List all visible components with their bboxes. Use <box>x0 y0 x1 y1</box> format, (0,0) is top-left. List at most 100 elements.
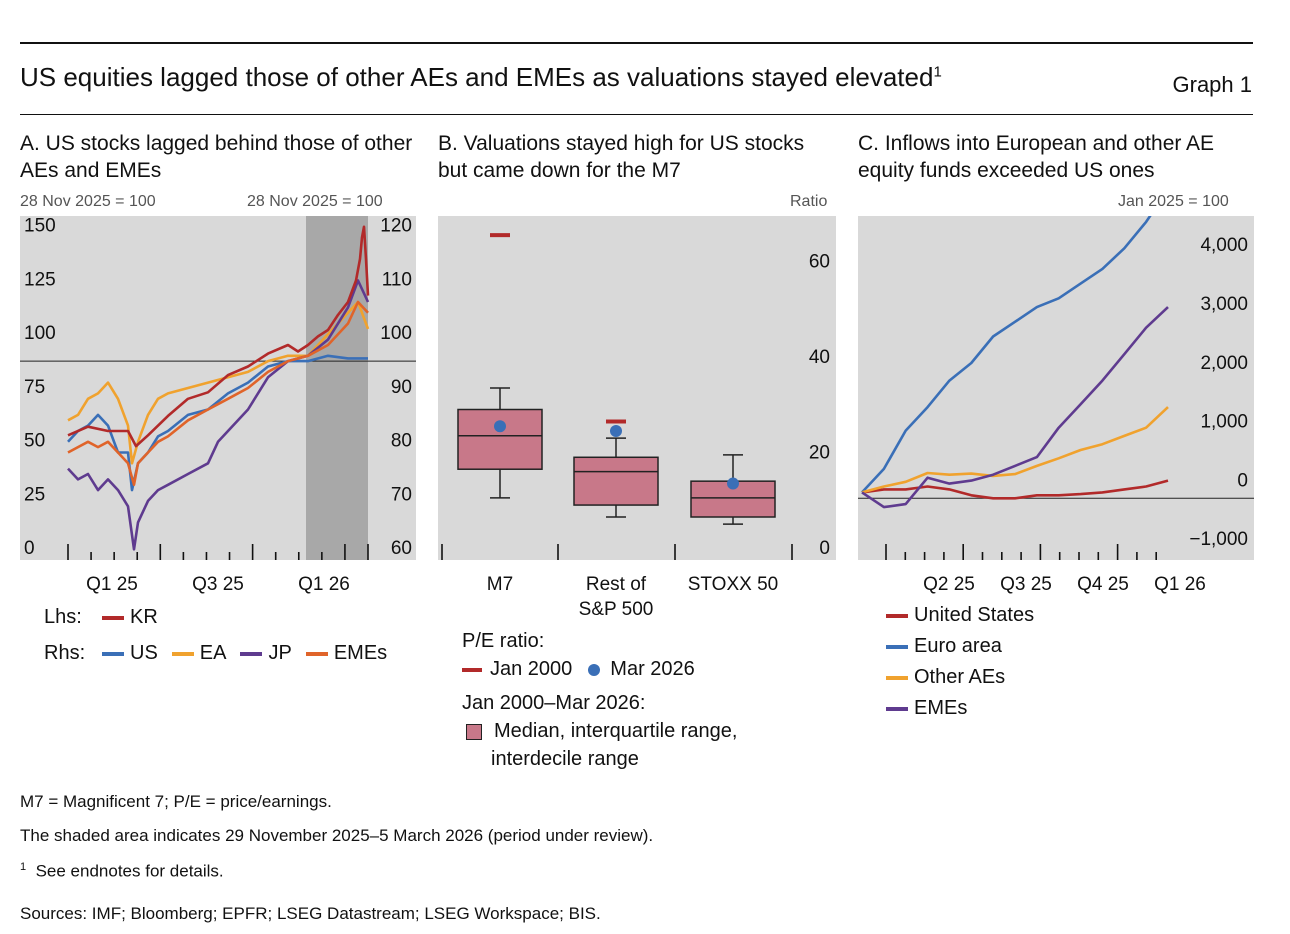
y-left-tick-50: 50 <box>24 431 45 452</box>
series-line-emes <box>861 306 1169 509</box>
legend-b-row1: Jan 2000 Mar 2026 <box>462 658 695 681</box>
series-line-kr <box>67 225 370 448</box>
legend-c-row-ea: Euro area <box>886 635 1002 658</box>
x-label-m7-0: M7 <box>487 574 513 595</box>
y-tick-1000: 1,000 <box>1200 412 1248 433</box>
y-left-tick-125: 125 <box>24 269 56 290</box>
title-rule <box>20 114 1253 115</box>
y-tick-4000: 4,000 <box>1200 235 1248 256</box>
footnote-shaded: The shaded area indicates 29 November 20… <box>20 826 654 845</box>
legend-box-label1: Median, interquartile range, <box>494 720 738 742</box>
panel-b-chart: 0 20 40 60 M7 Rest of S&P 500 STOXX 50 <box>438 216 836 616</box>
y-right-tick-110: 110 <box>382 269 412 290</box>
series-line-emes <box>67 300 369 487</box>
mar2026-marker-stoxx-50 <box>727 477 739 490</box>
legend-c-label-ae: Other AEs <box>914 666 1006 688</box>
y-right-tick-60: 60 <box>391 538 412 559</box>
page-title: US equities lagged those of other AEs an… <box>20 62 942 92</box>
legend-c-label-emes: EMEs <box>914 697 968 719</box>
x-tick-label-q1-26: Q1 26 <box>298 574 350 595</box>
panel-c-unit: Jan 2025 = 100 <box>1118 193 1229 210</box>
legend-label-us: US <box>130 642 158 664</box>
legend-box-label2: interdecile range <box>491 748 639 770</box>
box-m7 <box>457 408 543 470</box>
y-left-tick-25: 25 <box>24 484 45 505</box>
legend-c-row-us: United States <box>886 604 1034 627</box>
y-left-tick-150: 150 <box>24 216 56 237</box>
footnote-number: 1 <box>20 861 27 873</box>
footnote-sources: Sources: IMF; Bloomberg; EPFR; LSEG Data… <box>20 904 601 923</box>
y-right-tick-80: 80 <box>391 431 412 452</box>
plot-background <box>858 216 1254 560</box>
legend-lhs-label: Lhs: <box>44 606 82 628</box>
legend-b-row3: Median, interquartile range, <box>462 720 737 743</box>
series-line-ea <box>67 300 370 465</box>
panel-a-unit-right: 28 Nov 2025 = 100 <box>247 193 383 210</box>
panel-c-title: C. Inflows into European and other AE eq… <box>858 132 1215 182</box>
y-left-tick-0: 0 <box>24 538 35 559</box>
y-right-tick-90: 90 <box>391 377 412 398</box>
x-tick-label-q1-25: Q1 25 <box>86 574 138 595</box>
series-line-united-states <box>861 479 1169 500</box>
panel-b-title: B. Valuations stayed high for US stocks … <box>438 132 805 182</box>
legend-rhs-label: Rhs: <box>44 642 86 664</box>
y-tick-1000: −1,000 <box>1189 529 1248 550</box>
legend-c-row-ae: Other AEs <box>886 666 1005 689</box>
legend-jan2000-label: Jan 2000 <box>490 658 573 680</box>
y-left-tick-100: 100 <box>24 323 56 344</box>
y-right-tick-100: 100 <box>380 323 412 344</box>
x-tick-label-q3-25: Q3 25 <box>192 574 244 595</box>
legend-jan2000-marker <box>462 667 482 672</box>
footnote-abbrev: M7 = Magnificent 7; P/E = price/earnings… <box>20 792 332 811</box>
x-tick-label-q4-25: Q4 25 <box>1077 574 1129 595</box>
top-rule <box>20 42 1253 44</box>
x-label-stoxx-50-0: STOXX 50 <box>688 574 778 595</box>
x-tick-label-q3-25: Q3 25 <box>1000 574 1052 595</box>
mar2026-marker-rest-of-s-p-500 <box>610 425 622 437</box>
y-right-tick-120: 120 <box>380 216 412 237</box>
legend-mar2026-label: Mar 2026 <box>610 658 695 680</box>
y-tick-20: 20 <box>809 442 830 463</box>
legend-c-swatch-ea <box>886 644 908 649</box>
legend-swatch-emes <box>305 651 328 656</box>
legend-label-kr: KR <box>130 606 158 628</box>
legend-c-label-ea: Euro area <box>914 635 1002 657</box>
y-left-tick-75: 75 <box>24 377 45 398</box>
legend-lhs-row: Lhs: KR <box>44 606 158 629</box>
x-tick-label-q2-25: Q2 25 <box>923 574 975 595</box>
legend-box-marker <box>466 723 482 740</box>
series-line-other-aes <box>861 406 1169 494</box>
y-tick-0: 0 <box>819 538 830 559</box>
legend-c-row-emes: EMEs <box>886 697 967 720</box>
panel-a-title: A. US stocks lagged behind those of othe… <box>20 132 413 182</box>
panel-a-unit-left: 28 Nov 2025 = 100 <box>20 193 156 210</box>
legend-c-swatch-emes <box>886 706 908 711</box>
series-line-euro-area <box>861 216 1152 494</box>
legend-b-heading1: P/E ratio: <box>462 630 545 652</box>
graph-label: Graph 1 <box>1172 72 1253 97</box>
y-tick-2000: 2,000 <box>1200 353 1248 374</box>
panel-b-unit: Ratio <box>790 193 828 210</box>
legend-swatch-kr <box>102 615 124 620</box>
x-label-rest-of-s-p-500-0: Rest of <box>586 574 647 595</box>
legend-b-heading2: Jan 2000–Mar 2026: <box>462 692 646 714</box>
box-rest-of-s-p-500 <box>573 456 659 506</box>
footnote-endnote: 1 See endnotes for details. <box>20 861 224 882</box>
footnote-text: See endnotes for details. <box>35 861 224 881</box>
legend-label-emes: EMEs <box>333 642 388 664</box>
legend-swatch-us <box>102 651 124 656</box>
x-tick-label-q1-26: Q1 26 <box>1154 574 1206 595</box>
legend-swatch-ea <box>171 651 194 656</box>
legend-label-jp: JP <box>268 642 292 664</box>
panel-a-chart: 0 25 50 75 100 125 150 60 70 80 90 100 110 120 Q1 25 Q3… <box>20 216 416 595</box>
y-tick-40: 40 <box>809 347 830 368</box>
legend-c-swatch-us <box>886 613 908 618</box>
mar2026-marker-m7 <box>494 420 506 433</box>
y-tick-60: 60 <box>809 251 830 272</box>
y-tick-3000: 3,000 <box>1200 294 1248 315</box>
legend-c-label-us: United States <box>914 604 1035 626</box>
x-label-rest-of-s-p-500-1: S&P 500 <box>579 599 654 616</box>
y-tick-0: 0 <box>1237 470 1248 491</box>
panel-c-chart: −1,000 0 1,000 2,000 3,000 4,000 Q2 25 Q3 25 Q4 … <box>858 216 1254 595</box>
legend-rhs-row: Rhs: US EA JP EMEs <box>44 642 387 665</box>
